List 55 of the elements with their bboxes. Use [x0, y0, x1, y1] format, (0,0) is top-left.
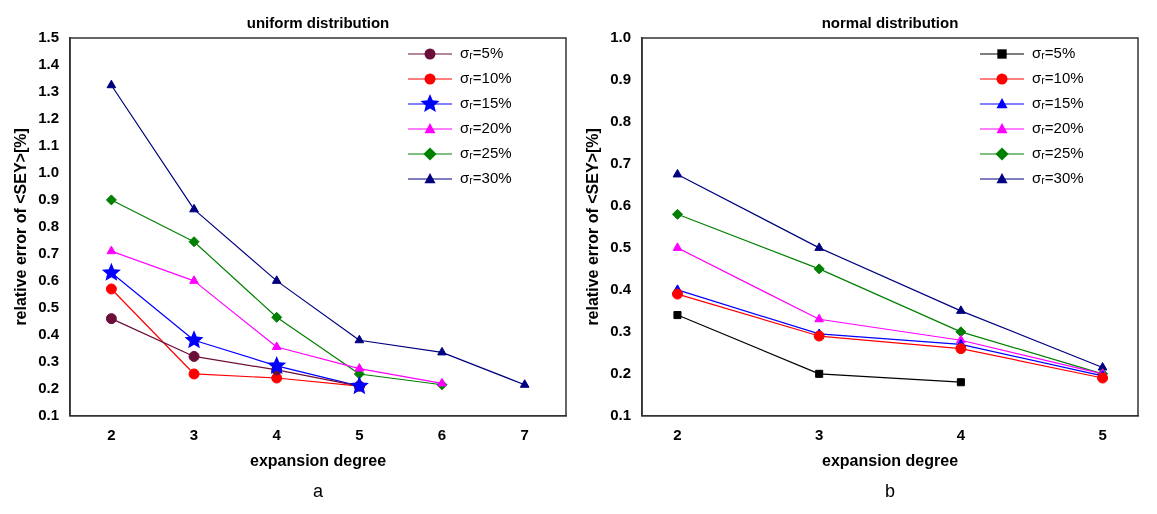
legend-label: σᵣ=30% — [460, 169, 512, 187]
x-tick-label: 3 — [189, 425, 199, 443]
x-tick-label: 5 — [1098, 425, 1107, 443]
x-tick-label: 5 — [355, 425, 364, 443]
y-tick-label: 0.6 — [610, 196, 632, 214]
y-tick-label: 1.1 — [38, 136, 60, 154]
y-tick-label: 0.5 — [610, 238, 632, 256]
text: a — [313, 481, 325, 501]
y-tick-label: 0.9 — [610, 70, 632, 88]
y-tick-label: 0.6 — [38, 271, 60, 289]
legend-label: σᵣ=10% — [1032, 69, 1084, 87]
y-tick-label: 0.7 — [610, 154, 632, 172]
y-tick-label: 0.9 — [38, 190, 60, 208]
chart-title: normal distribution — [821, 14, 959, 31]
y-tick-label: 1.3 — [38, 82, 60, 100]
legend-label: σᵣ=5% — [1032, 44, 1076, 62]
legend-label: σᵣ=25% — [460, 144, 512, 162]
text: b — [885, 481, 896, 501]
y-tick-label: 1.0 — [38, 163, 60, 181]
y-tick-label: 0.1 — [38, 405, 60, 423]
x-axis-title: expansion degree — [250, 451, 387, 469]
legend-label: σᵣ=25% — [1032, 144, 1084, 162]
legend-label: σᵣ=5% — [460, 44, 504, 62]
legend-label: σᵣ=15% — [1032, 94, 1084, 112]
chart-title: uniform distribution — [246, 14, 390, 31]
legend-label: σᵣ=20% — [460, 119, 512, 137]
x-tick-label: 7 — [520, 425, 529, 443]
y-tick-label: 1.0 — [610, 28, 632, 46]
y-axis-title: relative error of <SEY>[%] — [584, 128, 602, 326]
legend-label: σᵣ=15% — [460, 94, 512, 112]
y-tick-label: 0.1 — [610, 405, 632, 423]
legend-label: σᵣ=20% — [1032, 119, 1084, 137]
y-tick-label: 0.8 — [38, 217, 60, 235]
x-tick-label: 4 — [272, 425, 282, 443]
x-tick-label: 2 — [107, 425, 116, 443]
y-tick-label: 0.2 — [610, 363, 632, 381]
legend-label: σᵣ=10% — [460, 69, 512, 87]
x-tick-label: 6 — [437, 425, 447, 443]
y-tick-label: 0.3 — [610, 321, 632, 339]
y-tick-label: 0.8 — [610, 112, 632, 130]
y-tick-label: 1.4 — [38, 55, 60, 73]
y-tick-label: 0.3 — [38, 351, 60, 369]
legend-label: σᵣ=30% — [1032, 169, 1084, 187]
y-axis-title: relative error of <SEY>[%] — [12, 128, 30, 326]
y-tick-label: 0.5 — [38, 298, 60, 315]
y-tick-label: 0.7 — [38, 244, 60, 262]
y-tick-label: 1.2 — [38, 109, 60, 127]
y-tick-label: 0.4 — [610, 280, 632, 298]
x-tick-label: 4 — [956, 425, 966, 443]
y-tick-label: 0.4 — [38, 324, 60, 342]
x-tick-label: 3 — [815, 425, 824, 443]
x-tick-label: 2 — [673, 425, 682, 443]
x-axis-title: expansion degree — [822, 451, 959, 469]
y-tick-label: 0.2 — [38, 378, 60, 396]
y-tick-label: 1.5 — [38, 28, 60, 46]
